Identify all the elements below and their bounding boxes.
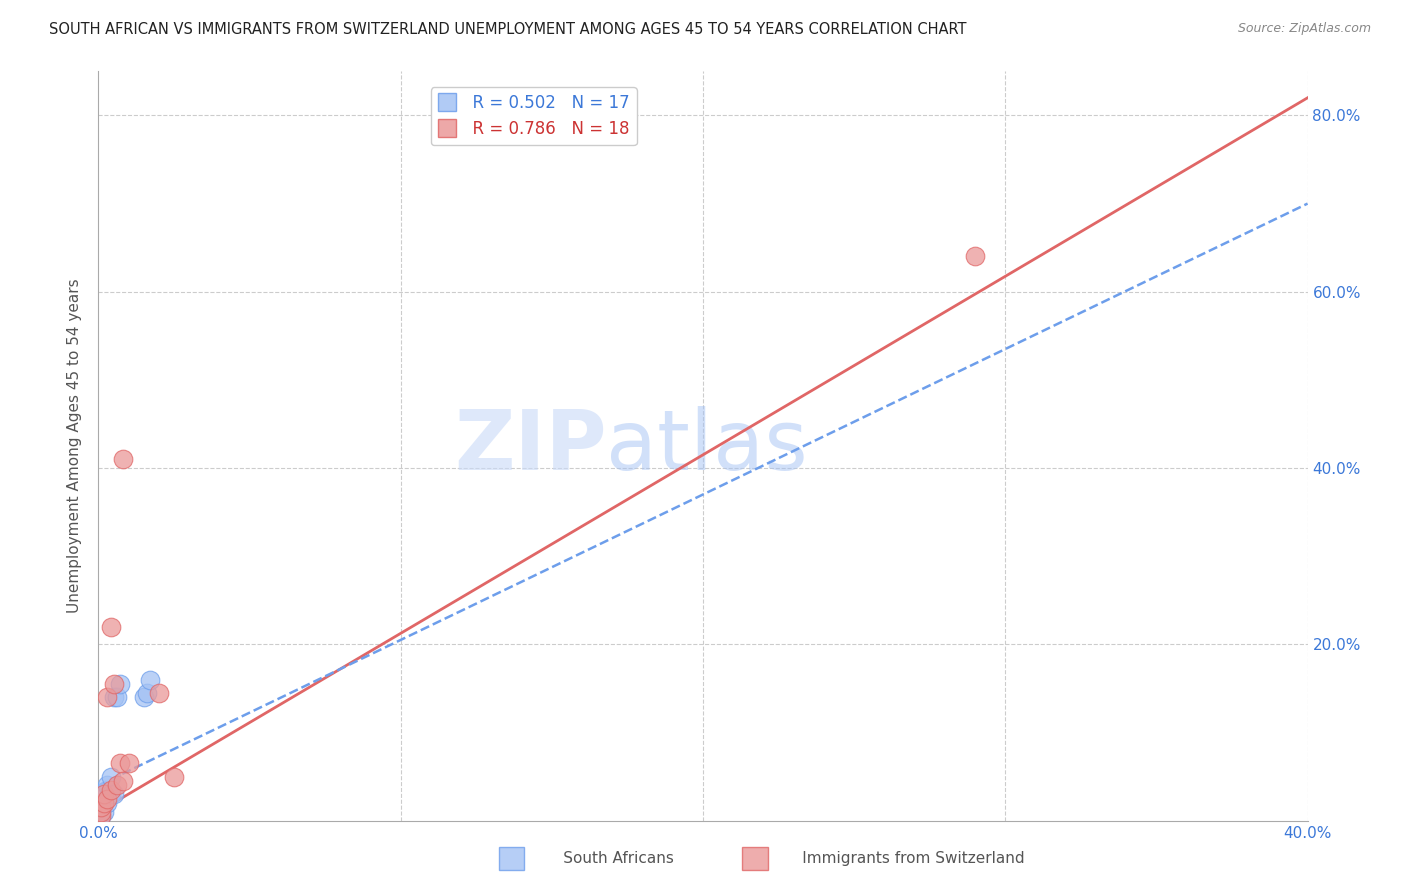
Point (108, 677, 131, 691)
Point (93, 805, 115, 819)
Point (93, 796, 115, 810)
Point (139, 673, 162, 687)
Point (96, 690, 118, 705)
Text: SOUTH AFRICAN VS IMMIGRANTS FROM SWITZERLAND UNEMPLOYMENT AMONG AGES 45 TO 54 YE: SOUTH AFRICAN VS IMMIGRANTS FROM SWITZER… (49, 22, 967, 37)
Point (90, 809, 112, 823)
Y-axis label: Unemployment Among Ages 45 to 54 years: Unemployment Among Ages 45 to 54 years (67, 278, 83, 614)
Point (135, 686, 157, 700)
Point (100, 620, 122, 634)
Text: ZIP: ZIP (454, 406, 606, 486)
Point (163, 770, 186, 784)
Point (90, 800, 112, 814)
Point (96, 778, 118, 792)
Point (100, 787, 122, 801)
Point (96, 796, 118, 810)
Point (111, 452, 134, 467)
Point (90, 805, 112, 819)
Text: Immigrants from Switzerland: Immigrants from Switzerland (773, 851, 1025, 865)
Point (965, 250, 987, 264)
Point (93, 787, 115, 801)
Point (108, 756, 131, 771)
Point (100, 770, 122, 784)
Point (132, 690, 155, 705)
Point (100, 782, 122, 797)
Point (93, 787, 115, 801)
Point (96, 791, 118, 805)
Point (111, 774, 134, 789)
Point (148, 686, 170, 700)
Point (118, 756, 141, 771)
Point (103, 677, 125, 691)
Point (90, 805, 112, 819)
Text: atlas: atlas (606, 406, 808, 486)
Point (103, 690, 125, 705)
Point (90, 800, 112, 814)
Point (90, 809, 112, 823)
Point (103, 787, 125, 801)
Point (105, 778, 128, 792)
Point (105, 690, 128, 705)
Text: Source: ZipAtlas.com: Source: ZipAtlas.com (1237, 22, 1371, 36)
Text: South Africans: South Africans (534, 851, 673, 865)
Point (93, 796, 115, 810)
Legend:   R = 0.502   N = 17,   R = 0.786   N = 18: R = 0.502 N = 17, R = 0.786 N = 18 (430, 87, 637, 145)
